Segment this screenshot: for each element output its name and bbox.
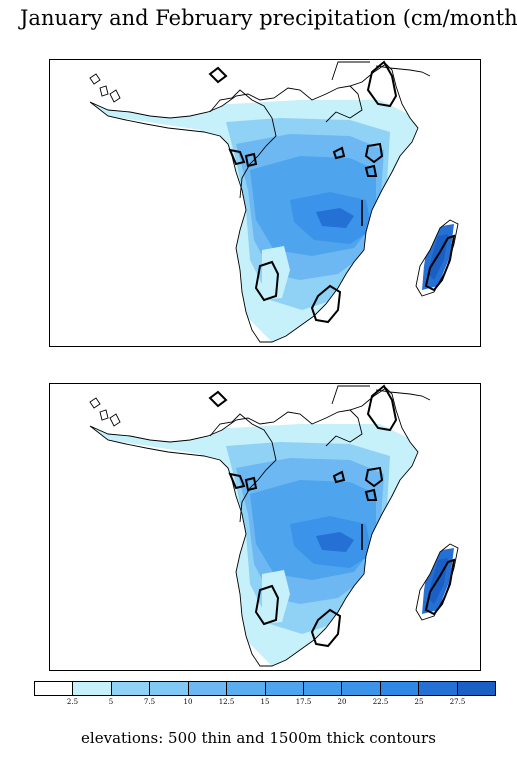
colorbar-swatch: [150, 682, 189, 695]
contour-1500m: [364, 142, 384, 164]
contour-500m: [99, 85, 109, 97]
figure-caption: elevations: 500 thin and 1500m thick con…: [81, 729, 436, 747]
contour-500m: [209, 385, 431, 523]
contour-1500m: [332, 470, 346, 484]
contour-1500m: [254, 584, 280, 626]
figure-title: January and February precipitation (cm/m…: [20, 6, 517, 30]
contour-500m: [89, 73, 101, 85]
colorbar-swatch: [303, 682, 343, 695]
precipitation-map-top: [89, 60, 459, 343]
contour-1500m: [424, 234, 456, 292]
precipitation-field: [90, 64, 458, 342]
colorbar-tick-label: 27.5: [449, 698, 466, 706]
colorbar-tick-label: 22.5: [372, 698, 389, 706]
contour-1500m: [364, 488, 378, 501]
contour-1500m: [364, 164, 378, 177]
colorbar-swatch: [35, 682, 74, 695]
contour-1500m: [228, 472, 246, 490]
coastline: [89, 63, 419, 343]
coastline-madagascar: [415, 219, 459, 297]
colorbar-swatch: [265, 682, 304, 695]
precip-band-27-5: [316, 532, 354, 552]
colorbar-tick-label: 17.5: [295, 698, 312, 706]
colorbar-tick-label: 10: [183, 698, 193, 706]
contour-1500m: [244, 476, 258, 492]
colorbar-tick-label: 15: [260, 698, 270, 706]
precip-dry-southwest: [262, 570, 290, 624]
colorbar-swatch: [111, 682, 151, 695]
contour-1500m: [332, 146, 346, 160]
precip-band-27-5: [316, 208, 354, 228]
map-panel-bottom: [49, 383, 481, 671]
contour-500m: [99, 409, 109, 421]
coastline: [89, 387, 419, 667]
contour-1500m: [228, 148, 246, 166]
colorbar-tick-label: 2.5: [66, 698, 79, 706]
contour-500m: [209, 61, 431, 199]
contour-1500m: [366, 384, 398, 432]
contour-1500m: [310, 284, 342, 324]
colorbar-tick-label: 25: [414, 698, 424, 706]
contour-1500m: [254, 260, 280, 302]
contour-500m: [89, 397, 101, 409]
colorbar-swatch: [188, 682, 228, 695]
colorbar-swatch: [419, 682, 458, 695]
contour-500m: [109, 413, 121, 427]
colorbar-tick-label: 12.5: [218, 698, 235, 706]
map-panel-top: [49, 59, 481, 347]
precipitation-field: [90, 388, 458, 666]
colorbar-tick-label: 20: [337, 698, 347, 706]
coastline-madagascar: [415, 543, 459, 621]
colorbar-swatch: [227, 682, 266, 695]
colorbar-tick-label: 5: [108, 698, 114, 706]
colorbar: [34, 681, 496, 696]
colorbar-tick-labels: 2.5 5 7.5 10 12.5 15 17.5 20 22.5 25 27.5: [34, 698, 496, 710]
colorbar-swatch: [73, 682, 112, 695]
colorbar-swatch: [457, 682, 496, 695]
precip-dry-southwest: [262, 246, 290, 300]
contour-1500m: [364, 466, 384, 488]
contour-1500m: [208, 66, 228, 84]
precipitation-map-bottom: [89, 384, 459, 667]
contour-1500m: [208, 390, 228, 408]
contour-1500m: [366, 60, 398, 108]
contour-1500m: [310, 608, 342, 648]
colorbar-swatch: [342, 682, 381, 695]
contour-1500m: [424, 558, 456, 616]
contour-1500m: [244, 152, 258, 168]
contour-500m: [109, 89, 121, 103]
colorbar-tick-label: 7.5: [143, 698, 156, 706]
colorbar-swatch: [380, 682, 420, 695]
